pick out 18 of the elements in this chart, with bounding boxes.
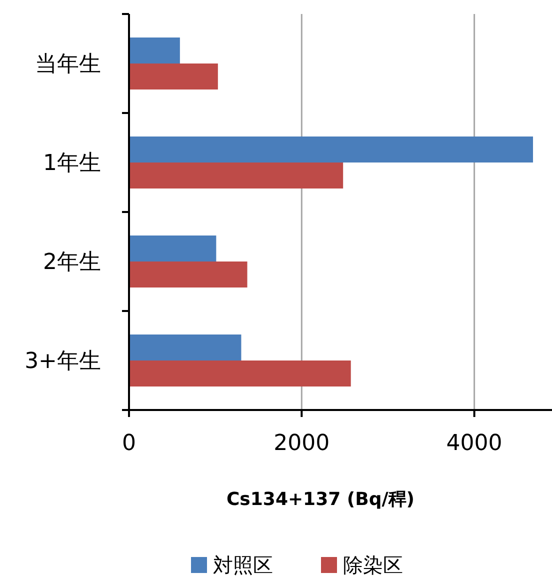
bar: [129, 38, 180, 64]
bar: [129, 136, 534, 162]
x-tick-label: 0: [122, 431, 136, 456]
y-tick-label: 2年生: [43, 250, 101, 276]
legend-label: 対照区: [213, 553, 273, 577]
y-tick-label: 当年生: [35, 52, 101, 78]
y-tick-label: 3+年生: [24, 349, 101, 374]
bar: [129, 64, 218, 90]
x-tick-label: 2000: [274, 431, 330, 456]
bar: [129, 334, 242, 360]
bar: [129, 262, 248, 288]
y-tick-label: 1年生: [43, 151, 101, 176]
bar: [129, 236, 216, 262]
bar: [129, 360, 351, 386]
bar: [129, 162, 344, 188]
x-tick-label: 4000: [446, 431, 502, 456]
x-axis-title: Cs134+137 (Bq/稈): [226, 489, 415, 510]
legend-label: 除染区: [343, 553, 403, 577]
